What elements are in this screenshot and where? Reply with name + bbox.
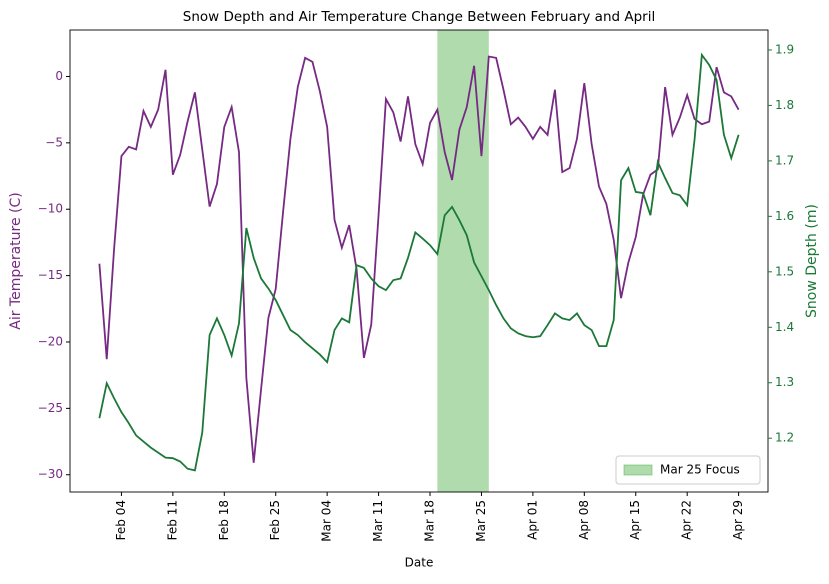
legend-box (615, 455, 761, 485)
x-tick-label: Mar 11 (371, 500, 385, 542)
x-tick-label: Mar 25 (474, 500, 488, 542)
y-tick-label: −25 (38, 401, 63, 415)
y-tick-label: 0 (55, 69, 63, 83)
x-tick-label: Apr 01 (525, 500, 539, 540)
x-tick-label: Feb 18 (217, 500, 231, 540)
x-tick-label: Mar 18 (423, 500, 437, 542)
y2-tick-label: 1.7 (775, 153, 794, 167)
series-line (98, 55, 740, 463)
x-tick-label: Apr 22 (680, 500, 694, 540)
y2-tick-label: 1.9 (775, 42, 794, 56)
x-tick-label: Feb 11 (165, 500, 179, 540)
y2-tick-label: 1.4 (775, 320, 794, 334)
x-tick-label: Feb 25 (268, 500, 282, 540)
y2-tick-label: 1.8 (775, 98, 794, 112)
series-line (98, 52, 740, 472)
x-tick-label: Apr 08 (577, 500, 591, 540)
x-axis-label: Date (405, 556, 434, 570)
x-tick-label: Apr 15 (628, 500, 642, 540)
y2-tick-label: 1.6 (775, 209, 794, 223)
y2-axis-label: Snow Depth (m) (804, 204, 820, 318)
y-tick-label: −5 (45, 135, 63, 149)
y2-tick-label: 1.3 (775, 375, 794, 389)
highlight-span (437, 30, 489, 492)
y-tick-label: −20 (38, 334, 63, 348)
legend-swatch (623, 464, 653, 476)
x-tick-label: Apr 29 (731, 500, 745, 540)
y-axis-label: Air Temperature (C) (8, 192, 24, 330)
legend-label: Mar 25 Focus (660, 463, 740, 477)
chart-title: Snow Depth and Air Temperature Change Be… (183, 9, 655, 25)
x-tick-label: Feb 04 (114, 500, 128, 540)
y2-tick-label: 1.5 (775, 264, 794, 278)
y2-tick-label: 1.2 (775, 431, 794, 445)
plot-frame (69, 29, 769, 493)
y-tick-label: −15 (38, 268, 63, 282)
x-tick-label: Mar 04 (320, 500, 334, 542)
y-tick-label: −30 (38, 467, 63, 481)
y-tick-label: −10 (38, 202, 63, 216)
